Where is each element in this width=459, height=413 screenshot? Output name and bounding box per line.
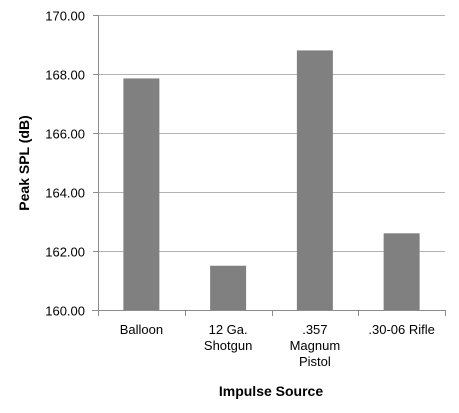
y-axis-tick-labels: 160.00 162.00 164.00 166.00 168.00 170.00 (45, 9, 85, 319)
y-tick-label: 170.00 (45, 9, 85, 24)
x-tick-label: Balloon (120, 322, 163, 337)
y-tick-label: 168.00 (45, 68, 85, 83)
y-axis-title: Peak SPL (dB) (16, 115, 32, 210)
x-tick-label: 12 Ga. Shotgun (204, 322, 252, 353)
bar (210, 265, 247, 310)
bars (123, 50, 420, 311)
x-tick-label: .30-06 Rifle (368, 322, 434, 337)
y-tick-label: 160.00 (45, 304, 85, 319)
x-axis-tick-labels: Balloon 12 Ga. Shotgun .357 Magnum Pistol .30-… (120, 322, 435, 369)
y-tick-label: 162.00 (45, 245, 85, 260)
y-tick-label: 164.00 (45, 186, 85, 201)
bar (123, 78, 160, 310)
bar (383, 233, 420, 310)
y-tick-label: 166.00 (45, 127, 85, 142)
x-tick-label: .357 Magnum Pistol (290, 322, 341, 369)
x-axis-title: Impulse Source (219, 383, 323, 399)
bar (296, 50, 333, 311)
